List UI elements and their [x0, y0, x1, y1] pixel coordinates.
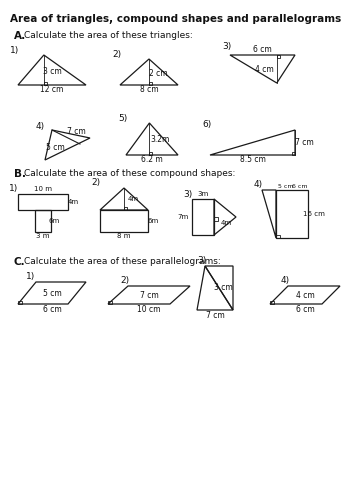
Text: 1): 1) — [26, 272, 36, 281]
Text: 3 cm: 3 cm — [43, 66, 62, 76]
Text: C.: C. — [14, 257, 26, 267]
Text: 6 cm: 6 cm — [43, 304, 61, 314]
Text: 3m: 3m — [197, 191, 209, 197]
Text: 4m: 4m — [67, 199, 79, 205]
Text: Calculate the area of these triangles:: Calculate the area of these triangles: — [24, 32, 193, 40]
Text: 6 cm: 6 cm — [292, 184, 308, 188]
Text: 2): 2) — [91, 178, 101, 188]
Text: 2): 2) — [120, 276, 130, 285]
Text: 12 cm: 12 cm — [40, 86, 64, 94]
Text: 4): 4) — [35, 122, 44, 130]
Text: 6.2 m: 6.2 m — [141, 156, 163, 164]
Text: 7 cm: 7 cm — [295, 138, 313, 147]
Text: 7 cm: 7 cm — [140, 290, 158, 300]
Text: 10 cm: 10 cm — [137, 304, 161, 314]
Text: Area of triangles, compound shapes and parallelograms: Area of triangles, compound shapes and p… — [10, 14, 342, 24]
Text: 3 m: 3 m — [36, 233, 50, 239]
Text: 7m: 7m — [178, 214, 189, 220]
Text: 5): 5) — [118, 114, 128, 122]
Text: 5 cm: 5 cm — [278, 184, 294, 188]
Text: B.: B. — [14, 169, 26, 179]
Text: 3): 3) — [197, 256, 207, 266]
Text: 8 cm: 8 cm — [140, 86, 158, 94]
Text: 4m: 4m — [220, 220, 232, 226]
Text: 16 cm: 16 cm — [303, 211, 325, 217]
Text: 2): 2) — [113, 50, 121, 58]
Text: 3): 3) — [183, 190, 193, 198]
Text: 6 cm: 6 cm — [295, 304, 315, 314]
Text: 4 cm: 4 cm — [295, 290, 315, 300]
Text: 1): 1) — [10, 46, 20, 54]
Text: 7 cm: 7 cm — [206, 310, 225, 320]
Text: 8.5 cm: 8.5 cm — [240, 156, 265, 164]
Text: 10 m: 10 m — [34, 186, 52, 192]
Text: 3): 3) — [222, 42, 232, 51]
Text: 3.2m: 3.2m — [151, 134, 170, 143]
Text: 4): 4) — [253, 180, 263, 190]
Text: Calculate the area of these compound shapes:: Calculate the area of these compound sha… — [24, 170, 235, 178]
Text: A.: A. — [14, 31, 26, 41]
Text: Calculate the area of these parallelograms:: Calculate the area of these parallelogra… — [24, 258, 221, 266]
Text: 6m: 6m — [48, 218, 60, 224]
Text: 7 cm: 7 cm — [67, 128, 85, 136]
Text: 1): 1) — [10, 184, 19, 194]
Text: 6): 6) — [202, 120, 212, 130]
Text: 3 cm: 3 cm — [214, 284, 232, 292]
Text: 5 cm: 5 cm — [46, 144, 64, 152]
Text: 5 cm: 5 cm — [43, 288, 61, 298]
Text: 6 cm: 6 cm — [253, 44, 272, 54]
Text: 4 cm: 4 cm — [256, 64, 274, 74]
Text: 4m: 4m — [127, 196, 139, 202]
Text: 6m: 6m — [147, 218, 158, 224]
Text: 8 m: 8 m — [117, 233, 131, 239]
Text: 2 cm: 2 cm — [149, 70, 167, 78]
Text: 4): 4) — [280, 276, 289, 285]
